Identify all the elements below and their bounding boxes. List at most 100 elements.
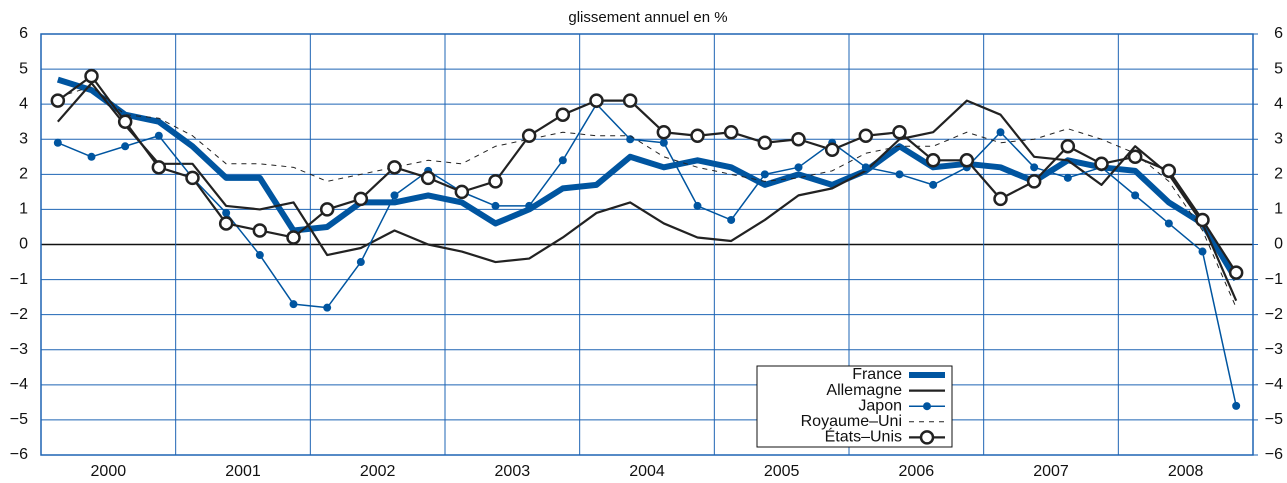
point-marker [151, 160, 167, 175]
point-marker [993, 191, 1008, 207]
point-marker [690, 128, 705, 143]
point-marker [1161, 163, 1177, 179]
point-marker [53, 138, 62, 147]
point-marker [959, 153, 975, 168]
point-marker [589, 93, 604, 108]
series-line [57, 82, 1238, 302]
point-marker [252, 223, 268, 238]
point-marker [1026, 174, 1042, 189]
y-tick-label: 0 [19, 236, 28, 253]
series-line [57, 86, 1237, 308]
y2-tick-label: −5 [1265, 411, 1283, 428]
point-marker [289, 300, 298, 309]
point-marker [659, 138, 668, 147]
point-marker [491, 201, 500, 210]
point-marker [760, 170, 769, 179]
point-marker [757, 135, 773, 151]
legend-label: Allemagne [826, 382, 902, 399]
y2-tick-label: 1 [1274, 201, 1283, 218]
y-tick-label: −6 [10, 446, 28, 463]
point-marker [723, 124, 739, 140]
point-marker [824, 142, 840, 158]
series-line [57, 103, 1237, 407]
x-tick-label: 2007 [1033, 463, 1069, 480]
point-marker [693, 201, 702, 210]
y2-tick-label: 3 [1274, 130, 1283, 147]
point-marker [154, 131, 163, 140]
point-marker [1232, 401, 1241, 410]
y-tick-label: 3 [19, 130, 28, 147]
point-marker [656, 124, 672, 140]
y2-tick-label: −2 [1265, 306, 1283, 323]
point-marker [996, 128, 1005, 137]
x-tick-label: 2004 [629, 463, 665, 480]
point-marker [319, 202, 335, 217]
point-marker [923, 402, 931, 411]
point-marker [861, 163, 870, 172]
point-marker [218, 216, 234, 231]
x-tick-label: 2003 [495, 463, 531, 480]
y2-tick-label: 5 [1274, 60, 1283, 77]
point-marker [895, 170, 904, 179]
point-marker [420, 170, 436, 186]
point-marker [1127, 149, 1143, 165]
y2-tick-label: −1 [1265, 271, 1283, 288]
y-tick-label: −2 [10, 306, 28, 323]
point-marker [1060, 139, 1076, 154]
point-marker [50, 93, 66, 108]
point-marker [255, 251, 264, 260]
point-marker [356, 258, 365, 267]
y2-tick-label: −3 [1265, 341, 1283, 358]
point-marker [1063, 173, 1072, 182]
x-tick-label: 2005 [764, 463, 800, 480]
y-tick-label: 2 [19, 166, 28, 183]
point-marker [353, 191, 369, 207]
point-marker [1198, 247, 1207, 256]
chart-title: glissement annuel en % [568, 9, 727, 26]
point-marker [1030, 163, 1039, 172]
point-marker [521, 128, 537, 143]
legend-label: Royaume–Uni [801, 413, 902, 430]
point-marker [185, 170, 200, 186]
point-marker [387, 160, 402, 175]
point-marker [727, 215, 736, 224]
point-marker [929, 180, 938, 189]
y-tick-label: −1 [10, 271, 28, 288]
y-tick-label: −5 [10, 411, 28, 428]
y-tick-label: 4 [19, 95, 28, 112]
point-marker [622, 93, 638, 108]
series-line [56, 76, 1239, 282]
legend-label: États–Unis [825, 427, 902, 446]
point-marker [1195, 212, 1210, 228]
point-marker [1094, 156, 1109, 172]
point-marker [794, 163, 803, 172]
x-tick-label: 2001 [225, 463, 261, 480]
point-marker [626, 135, 635, 144]
point-marker [555, 107, 571, 122]
y2-tick-label: 6 [1274, 25, 1283, 42]
point-marker [791, 132, 806, 147]
y-tick-label: −4 [10, 376, 28, 393]
legend-label: Japon [858, 397, 902, 414]
point-marker [323, 303, 332, 312]
point-marker [121, 142, 130, 151]
point-marker [87, 152, 96, 161]
point-marker [1228, 265, 1244, 280]
y2-tick-label: 2 [1274, 166, 1283, 183]
point-marker [892, 124, 907, 140]
point-marker [919, 430, 935, 445]
y-tick-label: 5 [19, 60, 28, 77]
x-tick-label: 2008 [1168, 463, 1204, 480]
y2-tick-label: −6 [1265, 446, 1283, 463]
y-tick-label: 6 [19, 25, 28, 42]
point-marker [454, 184, 470, 200]
point-marker [117, 114, 133, 129]
point-marker [286, 230, 301, 245]
point-marker [925, 153, 941, 168]
x-tick-label: 2000 [91, 463, 127, 480]
y2-tick-label: 0 [1274, 236, 1283, 253]
legend-label: France [852, 366, 902, 383]
y-tick-label: 1 [19, 201, 28, 218]
point-marker [525, 201, 534, 210]
